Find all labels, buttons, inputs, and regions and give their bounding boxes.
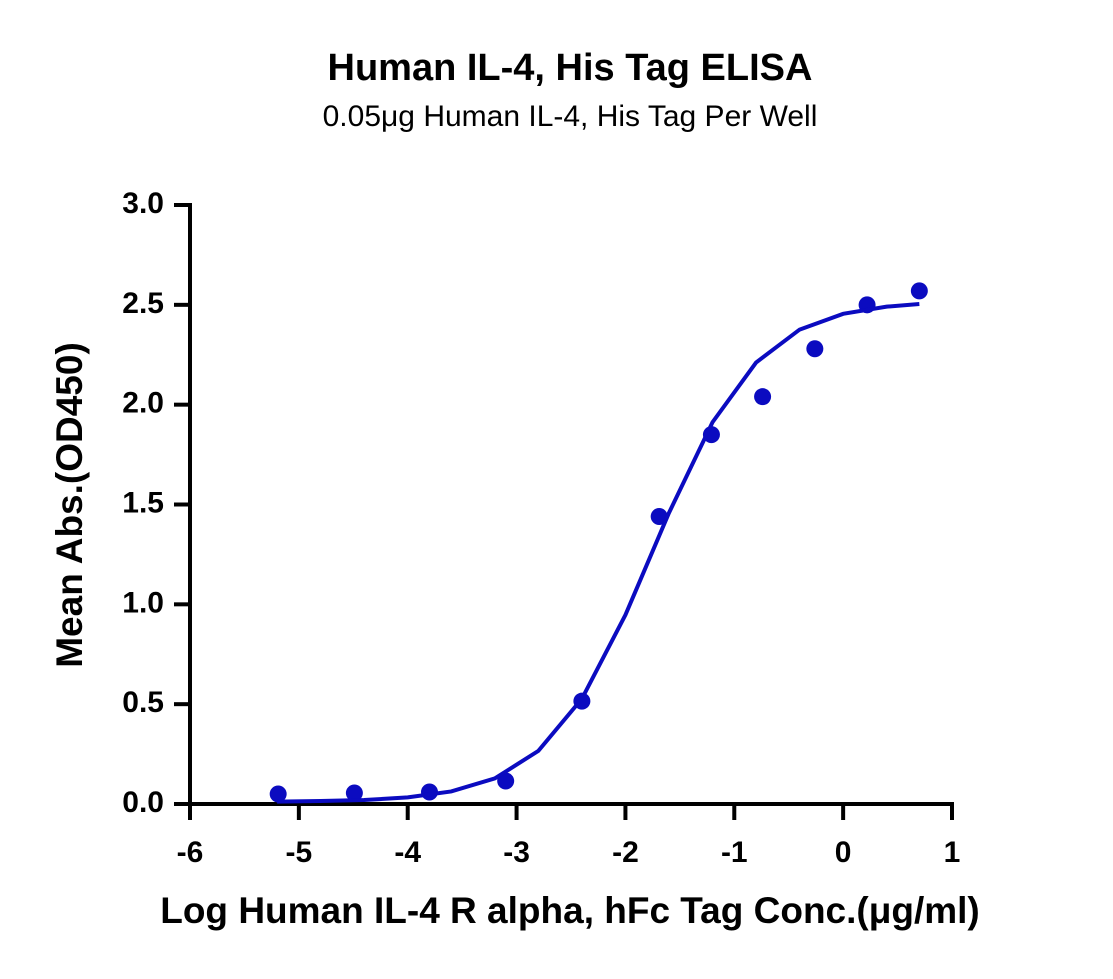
y-tick-label: 0.5 xyxy=(122,686,164,719)
y-tick-label: 1.5 xyxy=(122,486,164,519)
x-tick-label: -4 xyxy=(394,836,421,869)
x-tick-label: -6 xyxy=(177,836,204,869)
y-tick-label: 3.0 xyxy=(122,187,164,220)
y-tick-label: 1.0 xyxy=(122,586,164,619)
y-tick-label: 2.5 xyxy=(122,287,164,320)
data-point xyxy=(269,785,287,803)
y-tick-label: 0.0 xyxy=(122,786,164,819)
data-point xyxy=(754,388,772,406)
x-tick-label: -1 xyxy=(721,836,748,869)
x-axis-label: Log Human IL-4 R alpha, hFc Tag Conc.(μg… xyxy=(160,890,980,931)
x-tick-label: -3 xyxy=(503,836,530,869)
chart-title: Human IL-4, His Tag ELISA xyxy=(328,47,813,89)
data-point xyxy=(806,340,824,358)
fit-curve xyxy=(277,302,920,804)
data-point xyxy=(650,507,668,525)
x-tick-label: -2 xyxy=(612,836,639,869)
data-point xyxy=(910,282,928,300)
y-tick-label: 2.0 xyxy=(122,387,164,420)
x-tick-label: -5 xyxy=(286,836,313,869)
y-axis-label: Mean Abs.(OD450) xyxy=(49,342,90,668)
x-tick-label: 1 xyxy=(944,836,961,869)
chart-subtitle: 0.05μg Human IL-4, His Tag Per Well xyxy=(323,100,818,133)
data-point xyxy=(497,772,515,790)
data-point xyxy=(345,784,363,802)
x-tick-label: 0 xyxy=(835,836,852,869)
